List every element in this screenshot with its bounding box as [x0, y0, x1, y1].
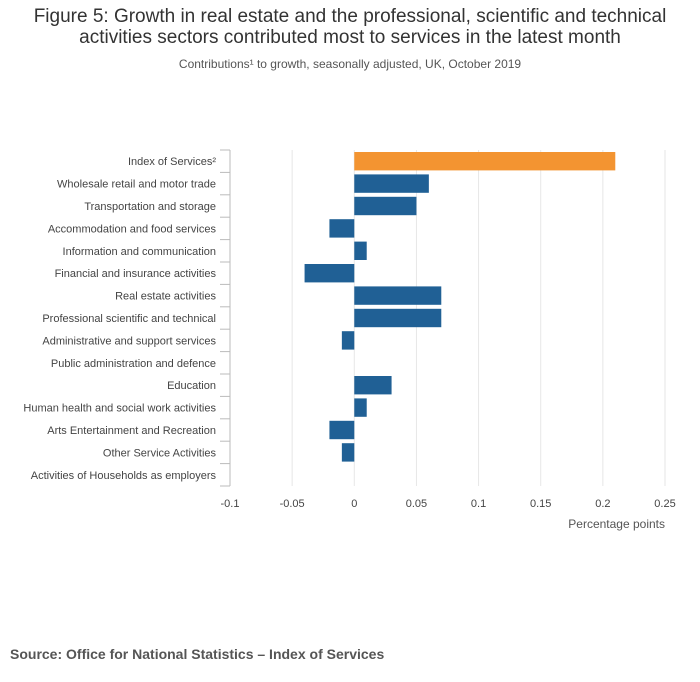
- x-axis-label: Percentage points: [568, 517, 665, 531]
- bar: [329, 219, 355, 238]
- x-tick-label: 0.15: [530, 498, 551, 510]
- category-label: Activities of Households as employers: [31, 470, 217, 482]
- chart-title: Figure 5: Growth in real estate and the …: [33, 6, 667, 48]
- bar: [354, 376, 392, 395]
- category-label: Other Service Activities: [103, 447, 217, 459]
- bar: [354, 196, 417, 216]
- category-label: Financial and insurance activities: [55, 268, 217, 280]
- category-label: Transportation and storage: [84, 201, 216, 213]
- category-label: Human health and social work activities: [23, 403, 216, 415]
- bar: [354, 398, 367, 417]
- bar: [341, 443, 355, 462]
- category-label: Real estate activities: [115, 291, 216, 303]
- category-label: Index of Services²: [128, 156, 216, 168]
- category-label: Information and communication: [63, 246, 216, 258]
- bar: [354, 152, 616, 171]
- bar: [304, 264, 355, 283]
- bar: [354, 174, 429, 193]
- bar: [329, 420, 355, 440]
- x-tick-label: 0: [351, 498, 357, 510]
- bar: [354, 308, 442, 328]
- category-label: Accommodation and food services: [48, 223, 217, 235]
- bar: [341, 331, 355, 350]
- x-tick-label: 0.25: [654, 498, 675, 510]
- bar: [354, 241, 367, 260]
- category-label: Wholesale retail and motor trade: [57, 179, 216, 191]
- x-tick-label: -0.05: [280, 498, 305, 510]
- chart-subtitle: Contributions¹ to growth, seasonally adj…: [178, 57, 522, 71]
- category-label: Public administration and defence: [51, 358, 216, 370]
- category-label: Education: [167, 380, 216, 392]
- bar: [354, 286, 442, 305]
- bar-chart: Index of Services² Wholesale retail and m…: [23, 149, 676, 531]
- x-tick-label: -0.1: [221, 498, 240, 510]
- x-tick-label: 0.1: [471, 498, 486, 510]
- category-label: Professional scientific and technical: [42, 313, 216, 325]
- source-note: Source: Office for National Statistics –…: [10, 646, 385, 662]
- category-label: Arts Entertainment and Recreation: [47, 425, 216, 437]
- category-label: Administrative and support services: [42, 335, 216, 347]
- x-tick-label: 0.05: [406, 498, 427, 510]
- x-tick-label: 0.2: [595, 498, 610, 510]
